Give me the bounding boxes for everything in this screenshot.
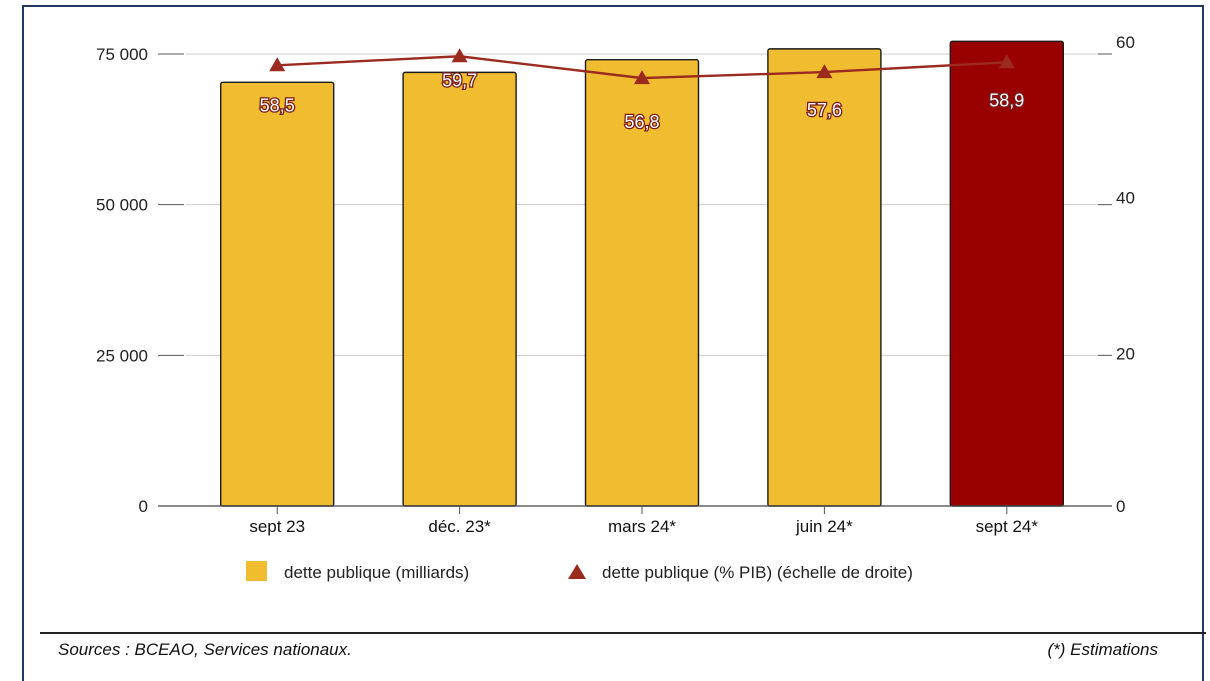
y-right-tick-label: 60 <box>1116 33 1135 52</box>
y-left-tick-label: 75 000 <box>96 45 148 64</box>
y-right-tick-label: 40 <box>1116 189 1135 208</box>
x-tick-label: sept 24* <box>976 517 1039 536</box>
legend-label-bar: dette publique (milliards) <box>284 563 469 582</box>
x-tick-label: sept 23 <box>249 517 305 536</box>
data-label: 58,5 <box>260 95 295 115</box>
line-series <box>269 48 1015 85</box>
data-label: 57,6 <box>807 100 842 120</box>
footer-note: (*) Estimations <box>1047 640 1158 659</box>
line-point <box>269 57 286 72</box>
legend-label-line: dette publique (% PIB) (échelle de droit… <box>602 563 913 582</box>
data-labels: 58,5 59,7 56,8 57,6 58,9 <box>258 69 1025 133</box>
data-label: 59,7 <box>442 70 477 90</box>
x-tick-label: juin 24* <box>795 517 853 536</box>
y-right-tick-label: 20 <box>1116 344 1135 363</box>
x-tick-label: mars 24* <box>608 517 676 536</box>
legend: dette publique (milliards) dette publiqu… <box>246 561 913 582</box>
y-right-tick-label: 0 <box>1116 497 1125 516</box>
x-tick-label: déc. 23* <box>428 517 491 536</box>
line-point <box>998 54 1015 69</box>
axes: 0 25 000 50 000 75 000 0 20 40 60 sept 23 déc. 23… <box>96 33 1135 536</box>
bars <box>219 40 1064 507</box>
bar <box>949 40 1064 507</box>
legend-swatch-bar <box>246 561 267 581</box>
data-label: 56,8 <box>624 112 659 132</box>
data-label: 58,9 <box>989 90 1024 110</box>
line-point <box>634 70 650 85</box>
bar <box>402 71 517 507</box>
bar <box>219 81 335 507</box>
line-point <box>451 48 468 63</box>
y-left-tick-label: 25 000 <box>96 346 148 365</box>
chart-frame <box>22 5 1204 681</box>
y-left-tick-label: 50 000 <box>96 196 148 215</box>
line-point <box>816 64 833 79</box>
y-left-tick-label: 0 <box>139 497 148 516</box>
legend-marker-line <box>568 564 586 579</box>
footer-divider <box>40 632 1206 634</box>
footer-sources: Sources : BCEAO, Services nationaux. <box>58 640 352 659</box>
